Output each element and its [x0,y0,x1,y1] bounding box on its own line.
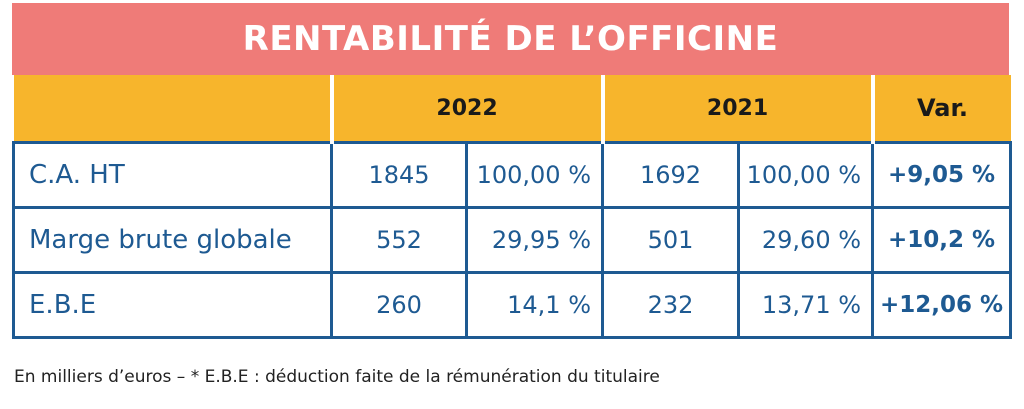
value-2021: 501 [601,206,741,274]
footnote: En milliers d’euros – * E.B.E : déductio… [14,367,660,387]
table-row: E.B.E 260 14,1 % 232 13,71 % +12,06 % [12,271,1013,339]
header-2021: 2021 [600,75,873,143]
table-title: RENTABILITÉ DE L’OFFICINE [12,3,1009,75]
pct-2021: 100,00 % [737,141,875,209]
value-2022: 260 [330,271,468,339]
header-empty [13,75,332,143]
profitability-table: 2022 2021 Var. C.A. HT 1845 100,00 % 169… [12,75,1013,339]
variation: +12,06 % [871,271,1013,339]
value-2022: 552 [330,206,468,274]
value-2021: 1692 [601,141,741,209]
row-label: Marge brute globale [12,206,333,274]
pct-2022: 100,00 % [464,141,605,209]
row-label: E.B.E [12,271,333,339]
pct-2022: 29,95 % [464,206,605,274]
header-var: Var. [870,75,1011,143]
value-2021: 232 [601,271,741,339]
header-2022: 2022 [329,75,603,143]
row-label: C.A. HT [12,141,333,209]
value-2022: 1845 [330,141,468,209]
pct-2021: 13,71 % [737,271,875,339]
variation: +9,05 % [871,141,1013,209]
variation: +10,2 % [871,206,1013,274]
table-row: C.A. HT 1845 100,00 % 1692 100,00 % +9,0… [12,141,1013,209]
header-row: 2022 2021 Var. [13,75,1011,143]
pct-2022: 14,1 % [464,271,605,339]
table-row: Marge brute globale 552 29,95 % 501 29,6… [12,206,1013,274]
pct-2021: 29,60 % [737,206,875,274]
